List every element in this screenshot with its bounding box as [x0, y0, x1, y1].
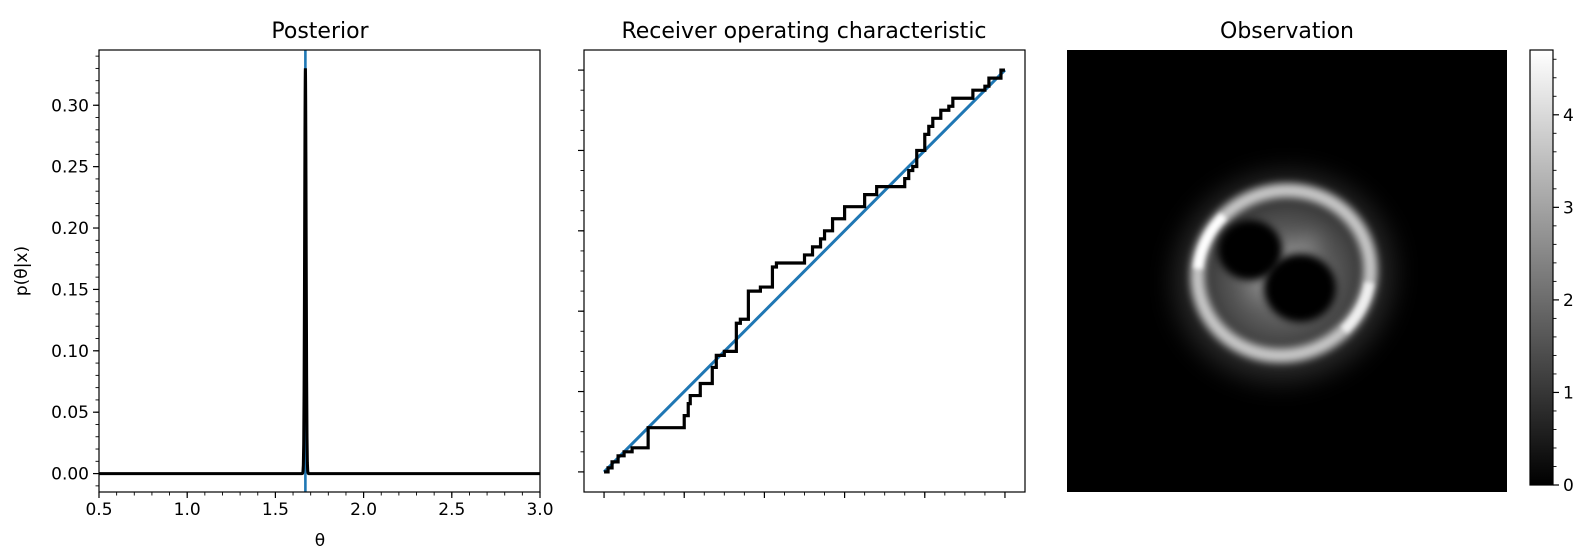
- posterior-panel: Posterior 0.5 1.0 1.5 2.0 2.5 3.0 0.00 0.05 0.10…: [12, 19, 554, 551]
- x-axis-label: θ: [315, 531, 325, 551]
- observation-image: [1067, 50, 1507, 492]
- posterior-curve: [99, 68, 540, 476]
- y-tick-label: 0.00: [51, 465, 89, 485]
- chart-title: Observation: [1220, 19, 1354, 44]
- y-axis-label: p(θ|x): [12, 246, 32, 296]
- colorbar-tick-label: 3: [1563, 198, 1574, 218]
- x-tick-label: 1.5: [262, 500, 289, 520]
- x-tick-label: 3.0: [526, 500, 553, 520]
- inner-dark-left: [1218, 220, 1282, 280]
- plot-frame: [98, 49, 541, 493]
- y-tick-label: 0.15: [51, 280, 89, 300]
- colorbar: 0 1 2 3 4: [1529, 49, 1574, 496]
- colorbar-tick-label: 4: [1563, 106, 1574, 126]
- x-tick-label: 0.5: [85, 500, 112, 520]
- chart-title: Posterior: [271, 19, 369, 44]
- y-tick-label: 0.20: [51, 219, 89, 239]
- y-tick-label: 0.30: [51, 96, 89, 116]
- colorbar-tick-label: 1: [1563, 383, 1574, 403]
- x-tick-label: 2.5: [438, 500, 465, 520]
- colorbar-tick-label: 0: [1563, 476, 1574, 496]
- y-tick-label: 0.10: [51, 342, 89, 362]
- x-tick-label: 2.0: [350, 500, 377, 520]
- x-tick-label: 1.0: [174, 500, 201, 520]
- chart-title: Receiver operating characteristic: [621, 19, 986, 44]
- y-tick-label: 0.05: [51, 403, 89, 423]
- einstein-ring: [1190, 183, 1378, 363]
- colorbar-tick-label: 2: [1563, 291, 1574, 311]
- y-tick-label: 0.25: [51, 158, 89, 178]
- roc-panel: Receiver operating characteristic: [578, 19, 1026, 498]
- roc-curve: [604, 68, 1005, 474]
- diagonal-line: [602, 69, 1007, 473]
- inner-dark-right: [1264, 254, 1336, 322]
- observation-panel: Observation 0 1 2 3 4: [1067, 19, 1574, 496]
